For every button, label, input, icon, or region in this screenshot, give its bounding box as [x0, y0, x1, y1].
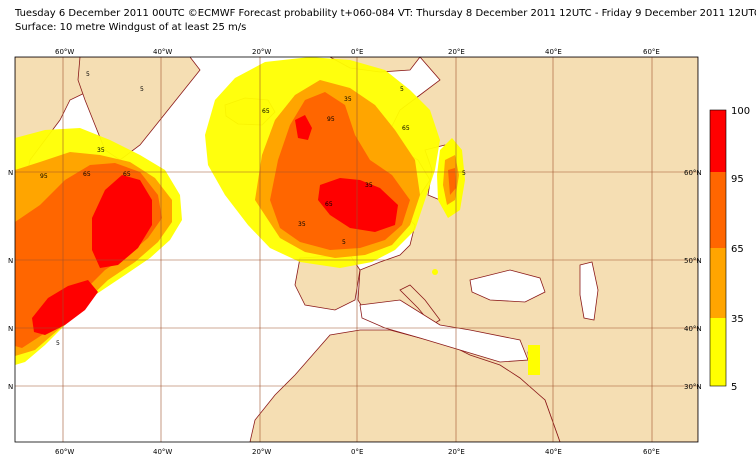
- lon-label: 40°E: [545, 48, 562, 56]
- lon-label: 0°E: [351, 48, 363, 56]
- lat-label-left: N: [8, 383, 13, 391]
- lon-label: 20°E: [448, 48, 465, 56]
- sea-black: [469, 269, 546, 303]
- legend-label: 95: [731, 174, 744, 185]
- contour-label: 5: [462, 170, 466, 177]
- legend-swatch-5-35: [710, 318, 726, 386]
- lat-label-left: N: [8, 325, 13, 333]
- lat-labels: N N N N 60°N 50°N 40°N 30°N: [8, 169, 702, 391]
- spot-5-35-mid: [432, 269, 438, 275]
- lon-label: 20°E: [448, 448, 465, 456]
- contour-label: 35: [344, 96, 352, 103]
- contour-label: 35: [97, 147, 105, 154]
- map-subtitle: Surface: 10 metre Windgust of at least 2…: [15, 22, 247, 33]
- lon-label: 40°E: [545, 448, 562, 456]
- lat-label-right: 60°N: [684, 169, 702, 177]
- legend-label: 65: [731, 244, 744, 255]
- lon-label: 20°W: [252, 448, 271, 456]
- contour-label: 35: [365, 182, 373, 189]
- lon-label: 60°E: [643, 448, 660, 456]
- lat-label-left: N: [8, 169, 13, 177]
- contour-label: 65: [262, 108, 270, 115]
- lon-label: 60°E: [643, 48, 660, 56]
- contour-label: 5: [342, 239, 346, 246]
- lon-label: 60°W: [55, 48, 74, 56]
- east-band-95-100-a: [295, 115, 312, 140]
- legend: 100 95 65 35 5: [709, 106, 750, 393]
- contour-label: 65: [83, 171, 91, 178]
- land-italy: [399, 284, 441, 326]
- west-band-95-100-south: [32, 280, 98, 335]
- sea-caspian: [579, 261, 599, 321]
- baltic-band-65-95: [448, 168, 456, 195]
- legend-frame: [709, 109, 727, 387]
- lon-label: 0°E: [351, 448, 363, 456]
- contour-label: 95: [40, 173, 48, 180]
- map-frame: [14, 56, 699, 443]
- lon-label: 40°W: [153, 48, 172, 56]
- lon-labels-bottom: 60°W 40°W 20°W 0°E 20°E 40°E 60°E: [55, 448, 660, 456]
- legend-label: 100: [731, 106, 750, 117]
- contour-labels: 5 5 35 65 65 95 5 5 35 65 95 65 35 5 5 3…: [40, 71, 466, 347]
- legend-swatch-95-100: [710, 110, 726, 172]
- system-west-atlantic: [15, 128, 182, 365]
- contour-label: 65: [123, 171, 131, 178]
- lon-label: 60°W: [55, 448, 74, 456]
- west-band-95-100-north: [92, 175, 152, 268]
- graticule: [15, 57, 698, 442]
- spot-5-35-cyprus: [528, 345, 540, 375]
- legend-swatch-35-65: [710, 248, 726, 318]
- east-band-95-100-b: [318, 178, 398, 232]
- lat-label-right: 30°N: [684, 383, 702, 391]
- lon-label: 40°W: [153, 448, 172, 456]
- contour-label: 65: [325, 201, 333, 208]
- legend-swatch-65-95: [710, 172, 726, 248]
- legend-label: 5: [731, 382, 737, 393]
- contour-label: 5: [86, 71, 90, 78]
- contour-label: 35: [298, 221, 306, 228]
- lon-label: 20°W: [252, 48, 271, 56]
- contour-label: 95: [327, 116, 335, 123]
- lat-label-left: N: [8, 257, 13, 265]
- map-title: Tuesday 6 December 2011 00UTC ©ECMWF For…: [15, 8, 756, 19]
- contour-label: 5: [400, 86, 404, 93]
- lon-labels-top: 60°W 40°W 20°W 0°E 20°E 40°E 60°E: [55, 48, 660, 56]
- contour-label: 5: [140, 86, 144, 93]
- contour-label: 5: [56, 340, 60, 347]
- contour-label: 65: [402, 125, 410, 132]
- system-europe: [205, 57, 540, 375]
- sea-mediterranean: [359, 299, 529, 363]
- legend-label: 35: [731, 314, 744, 325]
- lat-label-right: 40°N: [684, 325, 702, 333]
- lat-label-right: 50°N: [684, 257, 702, 265]
